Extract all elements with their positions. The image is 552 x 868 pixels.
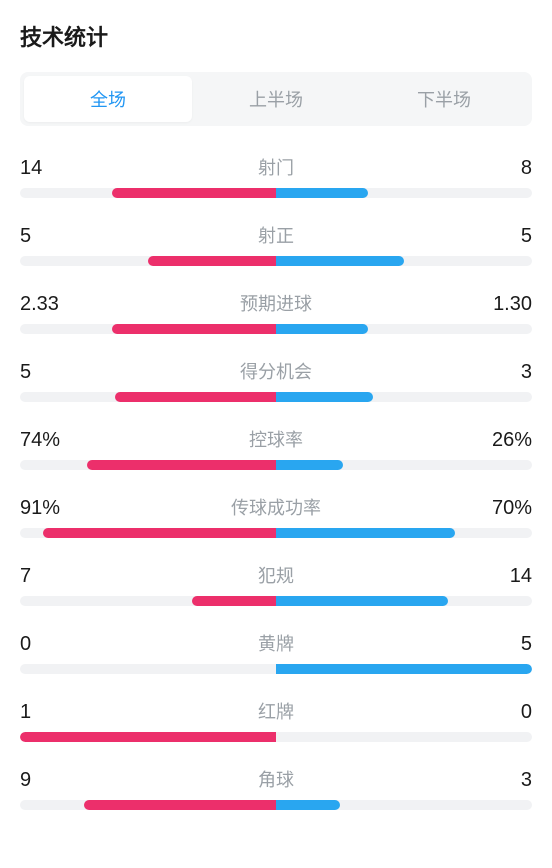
stat-bar-right [276,596,448,606]
page-title: 技术统计 [20,20,532,52]
stat-bar [20,188,532,198]
period-tabs: 全场 上半场 下半场 [20,72,532,126]
stat-value-left: 91% [20,497,70,520]
stat-label: 角球 [258,766,294,792]
stat-label: 控球率 [249,426,303,452]
stat-bar-left [112,188,276,198]
stat-value-right: 1.30 [482,293,532,316]
tab-full[interactable]: 全场 [24,76,192,122]
stat-bar-right [276,460,343,470]
stat-label: 预期进球 [240,290,312,316]
stat-header: 0 黄牌 5 [20,630,532,656]
stat-bar-right [276,256,404,266]
stat-value-right: 26% [482,429,532,452]
stat-bar [20,596,532,606]
stat-bar [20,800,532,810]
stat-value-left: 0 [20,633,70,656]
stat-row: 5 得分机会 3 [20,358,532,402]
stat-bar [20,324,532,334]
stat-label: 得分机会 [240,358,312,384]
stat-value-left: 5 [20,361,70,384]
stat-bar-left [20,732,276,742]
stat-bar-left [84,800,276,810]
stat-bar-right [276,664,532,674]
stat-value-right: 5 [482,633,532,656]
stat-bar [20,392,532,402]
stat-label: 黄牌 [258,630,294,656]
stat-value-left: 2.33 [20,293,70,316]
tab-first-half[interactable]: 上半场 [192,76,360,122]
stat-header: 2.33 预期进球 1.30 [20,290,532,316]
stat-row: 0 黄牌 5 [20,630,532,674]
stat-row: 14 射门 8 [20,154,532,198]
stat-label: 射正 [258,222,294,248]
stat-value-left: 1 [20,701,70,724]
stat-value-right: 3 [482,769,532,792]
stat-row: 74% 控球率 26% [20,426,532,470]
stat-row: 5 射正 5 [20,222,532,266]
stat-label: 传球成功率 [231,494,321,520]
stat-value-left: 9 [20,769,70,792]
stat-bar-left [192,596,276,606]
stat-bar [20,664,532,674]
stat-value-right: 14 [482,565,532,588]
stat-label: 红牌 [258,698,294,724]
stat-value-right: 5 [482,225,532,248]
stat-bar [20,460,532,470]
stat-bar [20,256,532,266]
stat-header: 7 犯规 14 [20,562,532,588]
stat-header: 5 得分机会 3 [20,358,532,384]
stat-bar-right [276,188,368,198]
stat-value-right: 3 [482,361,532,384]
stat-label: 射门 [258,154,294,180]
stat-value-left: 14 [20,157,70,180]
stat-bar-right [276,324,368,334]
stat-header: 14 射门 8 [20,154,532,180]
stat-value-right: 70% [482,497,532,520]
stat-header: 74% 控球率 26% [20,426,532,452]
stat-bar [20,732,532,742]
stat-row: 7 犯规 14 [20,562,532,606]
stat-value-right: 8 [482,157,532,180]
stat-header: 1 红牌 0 [20,698,532,724]
stat-row: 91% 传球成功率 70% [20,494,532,538]
stat-header: 9 角球 3 [20,766,532,792]
stat-bar-left [148,256,276,266]
stat-bar-left [43,528,276,538]
stat-label: 犯规 [258,562,294,588]
stat-bar-left [112,324,276,334]
stat-bar-right [276,528,455,538]
stat-row: 2.33 预期进球 1.30 [20,290,532,334]
stat-value-left: 5 [20,225,70,248]
stat-bar [20,528,532,538]
stat-value-left: 74% [20,429,70,452]
stats-panel: 技术统计 全场 上半场 下半场 14 射门 8 5 射正 5 2.33 预期进球 1.30 5 得分… [0,0,552,810]
stat-header: 5 射正 5 [20,222,532,248]
stat-bar-left [87,460,276,470]
stat-row: 9 角球 3 [20,766,532,810]
stat-header: 91% 传球成功率 70% [20,494,532,520]
stats-list: 14 射门 8 5 射正 5 2.33 预期进球 1.30 5 得分机会 3 74% 控球率 26% 91% 传… [20,154,532,810]
stat-bar-right [276,800,340,810]
stat-value-left: 7 [20,565,70,588]
stat-value-right: 0 [482,701,532,724]
stat-bar-left [115,392,276,402]
stat-bar-right [276,392,373,402]
tab-second-half[interactable]: 下半场 [360,76,528,122]
stat-row: 1 红牌 0 [20,698,532,742]
